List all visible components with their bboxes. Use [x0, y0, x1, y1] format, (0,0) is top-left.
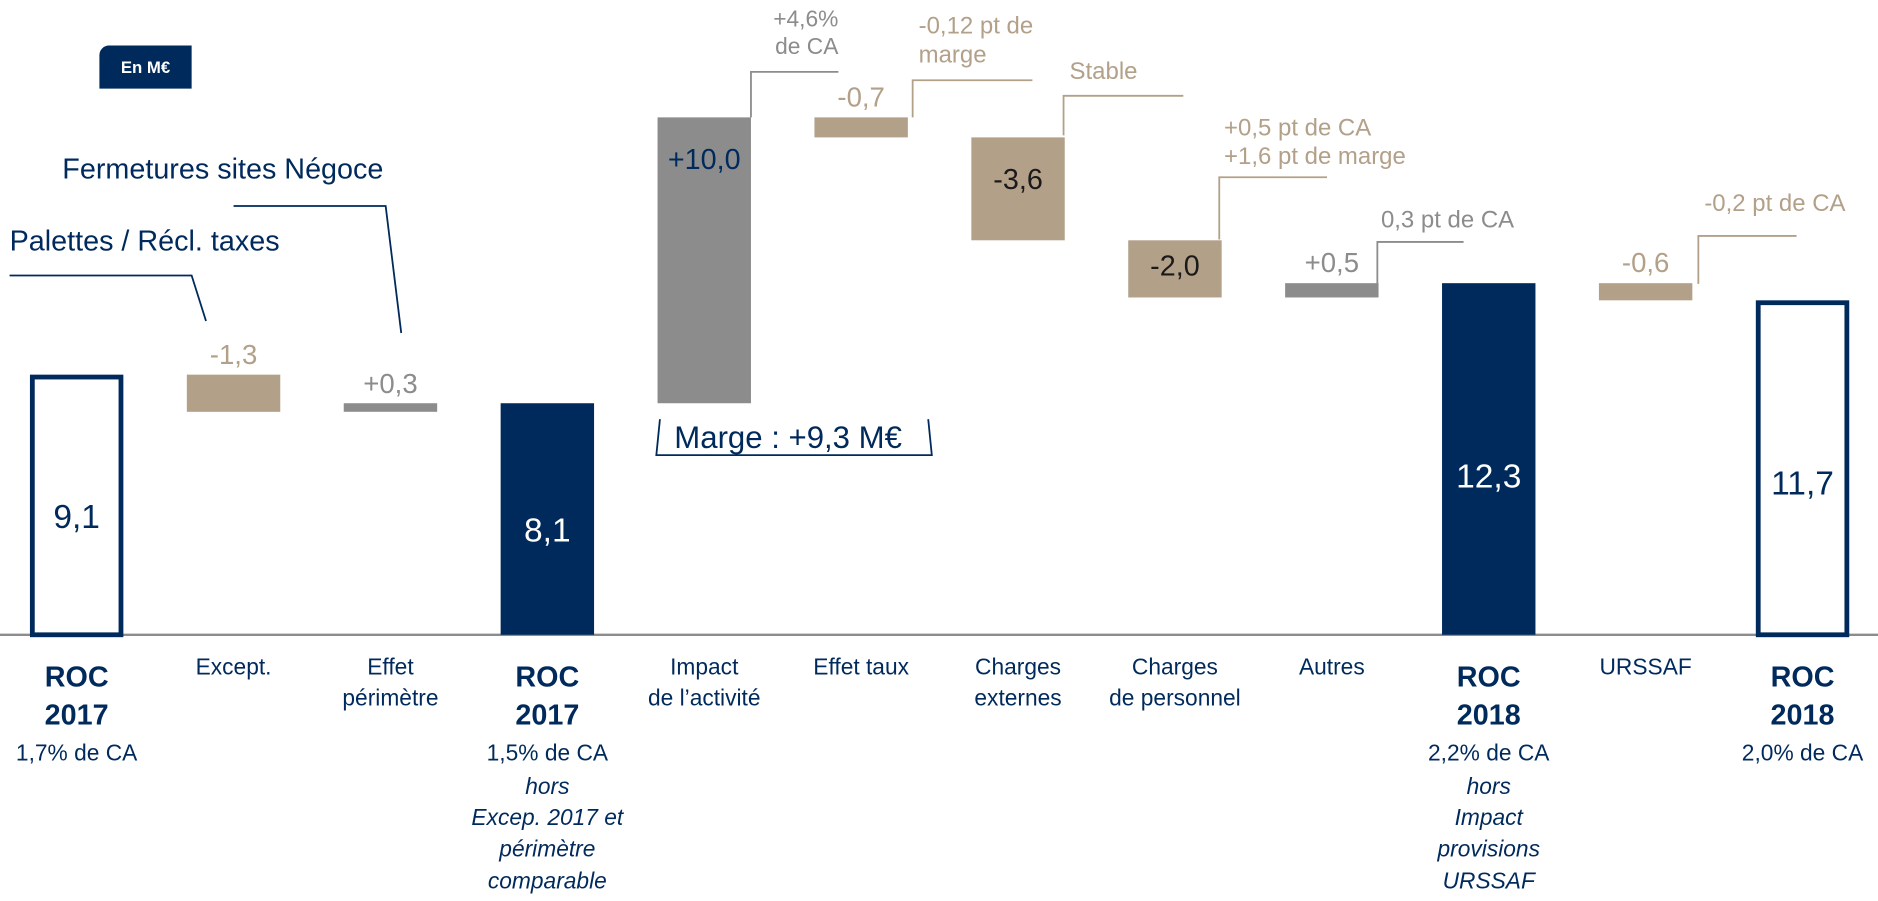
- bar: [29, 374, 124, 638]
- category-label: Charges de personnel: [1109, 655, 1241, 712]
- annotation: Palettes / Récl. taxes: [9, 225, 280, 258]
- annotation: 0,3 pt de CA: [1380, 207, 1515, 234]
- annotation-leader: [1218, 176, 1328, 240]
- annotation-leader: [655, 419, 933, 457]
- annotation-leader: [911, 79, 1033, 118]
- category-label: Effet taux: [813, 655, 910, 681]
- value-label: -0,6: [1621, 247, 1670, 279]
- category-label: Except.: [195, 655, 272, 681]
- category-label: Autres: [1298, 655, 1365, 681]
- category-note-italic: hors Excep. 2017 et périmètre comparable: [471, 774, 624, 895]
- value-label: -1,3: [209, 338, 258, 370]
- category-note: 1,7% de CA: [15, 741, 138, 767]
- annotation-leader: [1376, 241, 1464, 284]
- value-label: +0,5: [1304, 247, 1360, 279]
- bar: [1598, 283, 1693, 301]
- category-label: Charges externes: [974, 655, 1062, 712]
- category-label: Impact de l’activité: [647, 655, 761, 712]
- value-label: 11,7: [1771, 465, 1834, 503]
- category-label: Effet périmètre: [342, 655, 439, 712]
- annotation: -0,2 pt de CA: [1704, 190, 1846, 217]
- annotation-leader: [750, 70, 839, 118]
- annotation-leader: [1697, 235, 1797, 284]
- value-label: 9,1: [53, 498, 100, 536]
- unit-badge: En M€: [99, 45, 192, 89]
- value-label: +10,0: [667, 143, 741, 177]
- value-label: 8,1: [524, 511, 571, 549]
- value-label: +0,3: [363, 367, 418, 399]
- bar: [500, 403, 595, 635]
- value-label: 12,3: [1456, 457, 1522, 495]
- annotation: Fermetures sites Négoce: [62, 153, 384, 186]
- annotation-leader: [9, 274, 207, 322]
- bar: [343, 403, 438, 412]
- bar: [1285, 283, 1379, 298]
- category-label: URSSAF: [1599, 655, 1692, 681]
- bar: [814, 117, 908, 138]
- bar: [186, 374, 281, 412]
- bar: [1442, 283, 1536, 635]
- bar: [971, 137, 1065, 241]
- category-note: 2,2% de CA: [1428, 741, 1550, 767]
- annotation: Marge : +9,3 M€: [674, 419, 902, 456]
- category-label: ROC 2017: [515, 661, 580, 733]
- category-label: ROC 2018: [1770, 661, 1835, 733]
- category-note: 1,5% de CA: [486, 741, 609, 767]
- category-note-italic: hors Impact provisions URSSAF: [1437, 774, 1540, 895]
- annotation: -0,12 pt de marge: [918, 13, 1034, 69]
- bar: [1128, 240, 1222, 298]
- annotation-leader: [1062, 94, 1184, 136]
- value-label: -3,6: [993, 163, 1043, 197]
- annotation: Stable: [1069, 58, 1138, 86]
- annotation-leader: [233, 205, 403, 334]
- value-label: -0,7: [837, 81, 885, 113]
- annotation: +0,5 pt de CA +1,6 pt de marge: [1224, 114, 1406, 171]
- bar: [657, 117, 751, 404]
- category-note: 2,0% de CA: [1741, 741, 1864, 767]
- annotation: +4,6% de CA: [773, 7, 839, 60]
- category-label: ROC 2018: [1456, 661, 1521, 733]
- value-label: -2,0: [1150, 250, 1200, 284]
- bar: [1755, 300, 1850, 638]
- category-label: ROC 2017: [44, 661, 109, 733]
